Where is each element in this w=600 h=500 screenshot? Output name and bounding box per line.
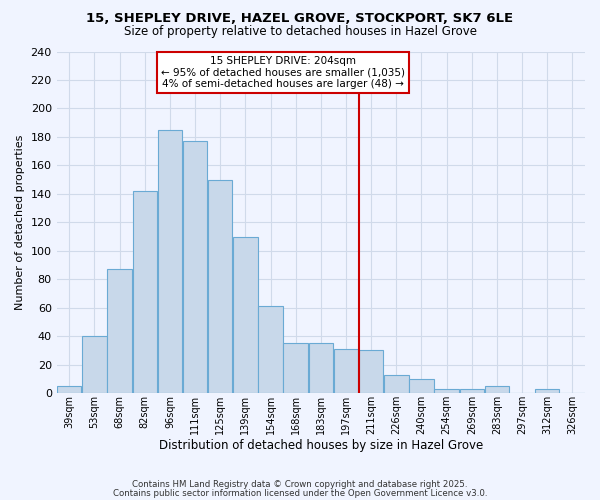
- Text: Contains HM Land Registry data © Crown copyright and database right 2025.: Contains HM Land Registry data © Crown c…: [132, 480, 468, 489]
- Bar: [57, 386, 82, 393]
- Bar: [158, 130, 182, 393]
- Bar: [460, 389, 484, 393]
- Text: 15, SHEPLEY DRIVE, HAZEL GROVE, STOCKPORT, SK7 6LE: 15, SHEPLEY DRIVE, HAZEL GROVE, STOCKPOR…: [86, 12, 514, 26]
- Bar: [485, 386, 509, 393]
- Bar: [434, 389, 459, 393]
- Text: 15 SHEPLEY DRIVE: 204sqm
← 95% of detached houses are smaller (1,035)
4% of semi: 15 SHEPLEY DRIVE: 204sqm ← 95% of detach…: [161, 56, 405, 89]
- Text: Contains public sector information licensed under the Open Government Licence v3: Contains public sector information licen…: [113, 489, 487, 498]
- Bar: [535, 389, 559, 393]
- Bar: [208, 180, 232, 393]
- Bar: [283, 344, 308, 393]
- Y-axis label: Number of detached properties: Number of detached properties: [15, 134, 25, 310]
- Bar: [384, 374, 409, 393]
- Bar: [233, 236, 257, 393]
- Bar: [334, 349, 358, 393]
- Bar: [82, 336, 107, 393]
- Bar: [107, 270, 132, 393]
- Bar: [359, 350, 383, 393]
- Bar: [308, 344, 333, 393]
- Bar: [259, 306, 283, 393]
- Bar: [409, 379, 434, 393]
- X-axis label: Distribution of detached houses by size in Hazel Grove: Distribution of detached houses by size …: [159, 440, 483, 452]
- Text: Size of property relative to detached houses in Hazel Grove: Size of property relative to detached ho…: [124, 25, 476, 38]
- Bar: [183, 141, 207, 393]
- Bar: [133, 191, 157, 393]
